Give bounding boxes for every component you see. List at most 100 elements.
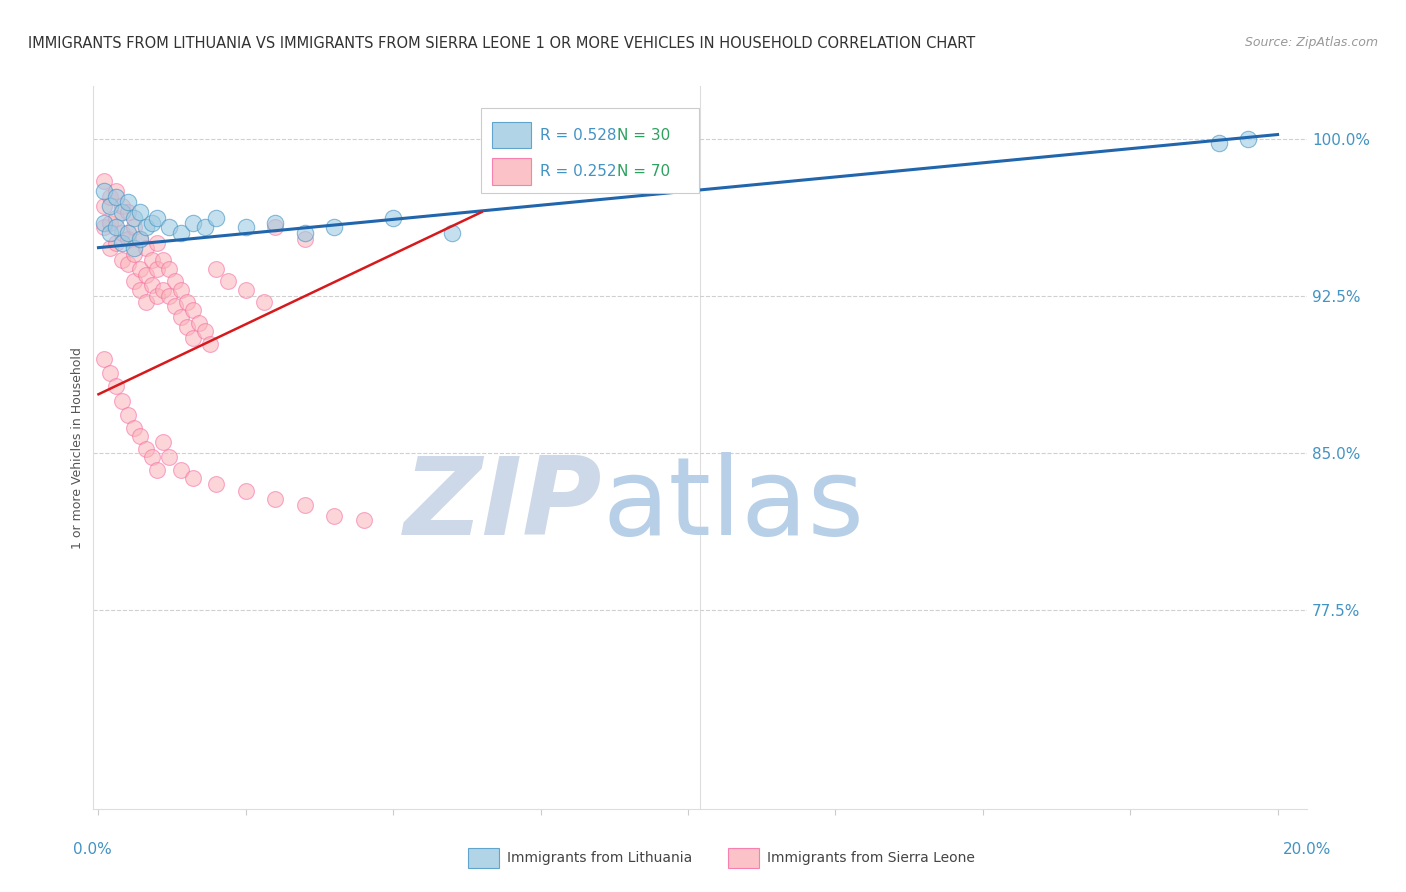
Point <box>294 232 316 246</box>
Text: Source: ZipAtlas.com: Source: ZipAtlas.com <box>1244 36 1378 49</box>
Point <box>165 299 187 313</box>
Point <box>181 303 204 318</box>
Point <box>105 211 128 226</box>
Point <box>111 236 134 251</box>
Point <box>117 257 139 271</box>
Point <box>98 199 121 213</box>
Point <box>323 508 346 523</box>
Point <box>200 337 222 351</box>
Point <box>152 435 174 450</box>
Point <box>122 274 145 288</box>
Text: 0.0%: 0.0% <box>73 842 112 856</box>
Text: IMMIGRANTS FROM LITHUANIA VS IMMIGRANTS FROM SIERRA LEONE 1 OR MORE VEHICLES IN : IMMIGRANTS FROM LITHUANIA VS IMMIGRANTS … <box>28 36 976 51</box>
Point <box>93 184 115 198</box>
Point <box>152 253 174 268</box>
Text: Immigrants from Sierra Leone: Immigrants from Sierra Leone <box>768 851 976 865</box>
Point <box>294 498 316 512</box>
Point <box>135 442 157 456</box>
Point <box>117 408 139 422</box>
Point <box>117 226 139 240</box>
Point <box>122 241 145 255</box>
Point <box>93 199 115 213</box>
Point <box>170 226 193 240</box>
Text: N = 70: N = 70 <box>617 164 671 179</box>
Point <box>141 253 163 268</box>
Text: N = 30: N = 30 <box>617 128 671 143</box>
Point <box>146 463 169 477</box>
Point <box>105 184 128 198</box>
Point <box>93 215 115 229</box>
Point <box>98 226 121 240</box>
Text: Immigrants from Lithuania: Immigrants from Lithuania <box>508 851 692 865</box>
Point <box>105 379 128 393</box>
Point <box>128 232 150 246</box>
Point <box>157 289 180 303</box>
Point <box>111 205 134 219</box>
Point <box>205 211 228 226</box>
Point <box>111 253 134 268</box>
Point <box>105 190 128 204</box>
Point <box>93 219 115 234</box>
Point <box>122 219 145 234</box>
Point <box>157 261 180 276</box>
Point <box>122 247 145 261</box>
Text: R = 0.528: R = 0.528 <box>540 128 616 143</box>
Point <box>1237 132 1260 146</box>
Point <box>93 173 115 187</box>
Point <box>141 450 163 464</box>
Point <box>141 215 163 229</box>
Point <box>152 283 174 297</box>
Point <box>294 226 316 240</box>
Point <box>111 226 134 240</box>
Point <box>181 331 204 345</box>
Point <box>181 215 204 229</box>
Point <box>1208 136 1230 150</box>
Point <box>111 199 134 213</box>
Point <box>135 241 157 255</box>
Point <box>128 283 150 297</box>
Point <box>235 219 257 234</box>
Point <box>170 283 193 297</box>
Point <box>135 268 157 282</box>
Point <box>122 421 145 435</box>
Point <box>165 274 187 288</box>
Point <box>176 320 198 334</box>
Point <box>128 205 150 219</box>
Point <box>157 219 180 234</box>
Point <box>98 241 121 255</box>
Point <box>122 211 145 226</box>
Point <box>235 283 257 297</box>
Point <box>217 274 239 288</box>
Point <box>181 471 204 485</box>
Point <box>105 219 128 234</box>
Text: 20.0%: 20.0% <box>1282 842 1331 856</box>
Point <box>353 513 375 527</box>
Point <box>146 289 169 303</box>
Point <box>117 205 139 219</box>
Point <box>235 483 257 498</box>
Point <box>382 211 405 226</box>
Point <box>441 226 464 240</box>
Point <box>264 215 287 229</box>
Text: atlas: atlas <box>603 452 865 558</box>
Point <box>194 325 217 339</box>
Point <box>205 261 228 276</box>
Point <box>264 219 287 234</box>
Point <box>157 450 180 464</box>
Point <box>98 215 121 229</box>
Text: ZIP: ZIP <box>405 452 603 558</box>
Point <box>323 219 346 234</box>
Point <box>135 219 157 234</box>
Point <box>98 367 121 381</box>
Point <box>252 295 274 310</box>
Point <box>146 236 169 251</box>
Point <box>98 190 121 204</box>
Point <box>128 261 150 276</box>
Point <box>205 477 228 491</box>
Text: R = 0.252: R = 0.252 <box>540 164 616 179</box>
Point <box>128 232 150 246</box>
Point <box>146 211 169 226</box>
Point <box>176 295 198 310</box>
Y-axis label: 1 or more Vehicles in Household: 1 or more Vehicles in Household <box>72 347 84 549</box>
Point <box>170 310 193 324</box>
